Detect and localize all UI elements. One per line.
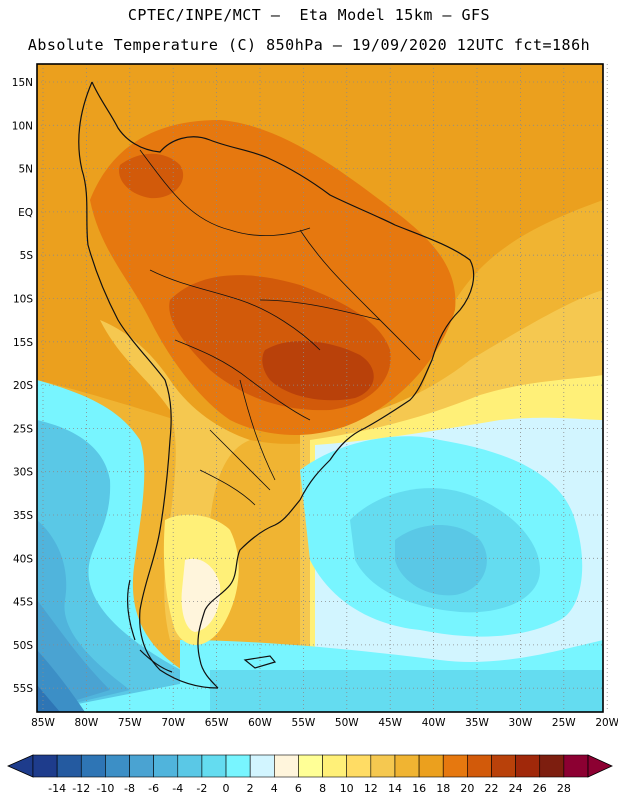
legend-tick-label: -2: [196, 782, 207, 795]
legend-tick-label: 10: [340, 782, 354, 795]
lat-label: 10S: [13, 294, 33, 306]
legend-tick-label: -10: [96, 782, 114, 795]
legend-swatch: [249, 754, 275, 778]
legend-tick-label: -4: [172, 782, 183, 795]
lon-label: 25W: [552, 717, 576, 729]
legend-tick-label: 12: [364, 782, 378, 795]
lon-label: 35W: [465, 717, 489, 729]
legend-arrow-low: [7, 754, 34, 778]
lon-label: 60W: [248, 717, 272, 729]
longitude-labels: 85W 80W 75W 70W 65W 60W 55W 50W 45W 40W 35W 30W 25W 2…: [31, 717, 618, 729]
legend-swatch: [418, 754, 444, 778]
legend-swatch: [129, 754, 154, 778]
lat-label: 55S: [13, 683, 33, 695]
lat-label: 15S: [13, 337, 33, 349]
lat-label: 30S: [13, 467, 33, 479]
lat-label: 15N: [12, 77, 33, 89]
legend-tick-label: -14: [48, 782, 66, 795]
lon-label: 45W: [378, 717, 402, 729]
legend-swatch: [370, 754, 396, 778]
legend-swatch: [322, 754, 347, 778]
lon-label: 75W: [118, 717, 142, 729]
lat-label: 35S: [13, 510, 33, 522]
legend-swatch: [201, 754, 227, 778]
lat-label: 5N: [18, 164, 33, 176]
lon-label: 80W: [75, 717, 99, 729]
legend-swatch: [80, 754, 106, 778]
legend-tick-label: 18: [436, 782, 450, 795]
legend-swatch: [394, 754, 420, 778]
lat-label: 25S: [13, 423, 33, 435]
lon-label: 55W: [292, 717, 316, 729]
legend-swatch: [467, 754, 492, 778]
legend-tick-label: 4: [271, 782, 278, 795]
legend-tick-label: -8: [124, 782, 135, 795]
lat-label: 5S: [20, 250, 34, 262]
legend-tick-label: 22: [484, 782, 498, 795]
legend-tick-label: 8: [319, 782, 326, 795]
lat-label: EQ: [18, 207, 33, 219]
lon-label: 20W: [595, 717, 618, 729]
legend-swatch: [539, 754, 565, 778]
lon-label: 50W: [335, 717, 359, 729]
legend-swatch: [442, 754, 468, 778]
lat-label: 10N: [12, 120, 33, 132]
lat-label: 20S: [13, 380, 33, 392]
legend-tick-label: 28: [557, 782, 571, 795]
lon-label: 40W: [422, 717, 446, 729]
legend-swatch: [32, 754, 58, 778]
legend-arrow-high: [587, 754, 613, 778]
legend-tick-label: 14: [388, 782, 402, 795]
legend-tick-label: 20: [460, 782, 474, 795]
coastline: [78, 81, 475, 689]
map-title-variable: Absolute Temperature (C) 850hPa – 19/09/…: [27, 36, 591, 54]
latitude-labels: 15N 10N 5N EQ 5S 10S 15S 20S 25S 30S 35S 40S 45S 50S 5…: [12, 77, 34, 695]
legend-swatch: [274, 754, 299, 778]
legend-tick-label: 0: [223, 782, 230, 795]
graticule: [37, 64, 608, 712]
lon-label: 70W: [161, 717, 185, 729]
country-borders: [139, 149, 421, 506]
lat-label: 40S: [13, 553, 33, 565]
legend-tick-label: 26: [533, 782, 547, 795]
legend-tick-label: 24: [509, 782, 523, 795]
legend-swatch: [346, 754, 372, 778]
map-frame: [36, 63, 604, 713]
legend-tick-label: 6: [295, 782, 302, 795]
legend-swatch: [56, 754, 82, 778]
legend-tick-label: -6: [148, 782, 159, 795]
legend-swatch: [515, 754, 541, 778]
legend-swatch: [298, 754, 323, 778]
color-legend: -14 -12 -10 -8 -6 -4 -2 0 2 4 6 8 10 12 14 16 18 20 22 24 26…: [7, 754, 613, 795]
lon-label: 30W: [509, 717, 533, 729]
map-title-model: CPTEC/INPE/MCT – Eta Model 15km – GFS: [127, 6, 491, 24]
legend-tick-label: 16: [412, 782, 426, 795]
temperature-field: [37, 64, 603, 712]
legend-tick-label: 2: [247, 782, 254, 795]
lon-label: 65W: [205, 717, 229, 729]
legend-swatch: [225, 754, 251, 778]
lat-label: 50S: [13, 640, 33, 652]
legend-swatch: [491, 754, 516, 778]
legend-swatch: [177, 754, 203, 778]
legend-swatch: [105, 754, 130, 778]
legend-swatch: [153, 754, 179, 778]
legend-swatch: [563, 754, 589, 778]
legend-tick-label: -12: [72, 782, 90, 795]
lat-label: 45S: [13, 597, 33, 609]
lon-label: 85W: [31, 717, 55, 729]
